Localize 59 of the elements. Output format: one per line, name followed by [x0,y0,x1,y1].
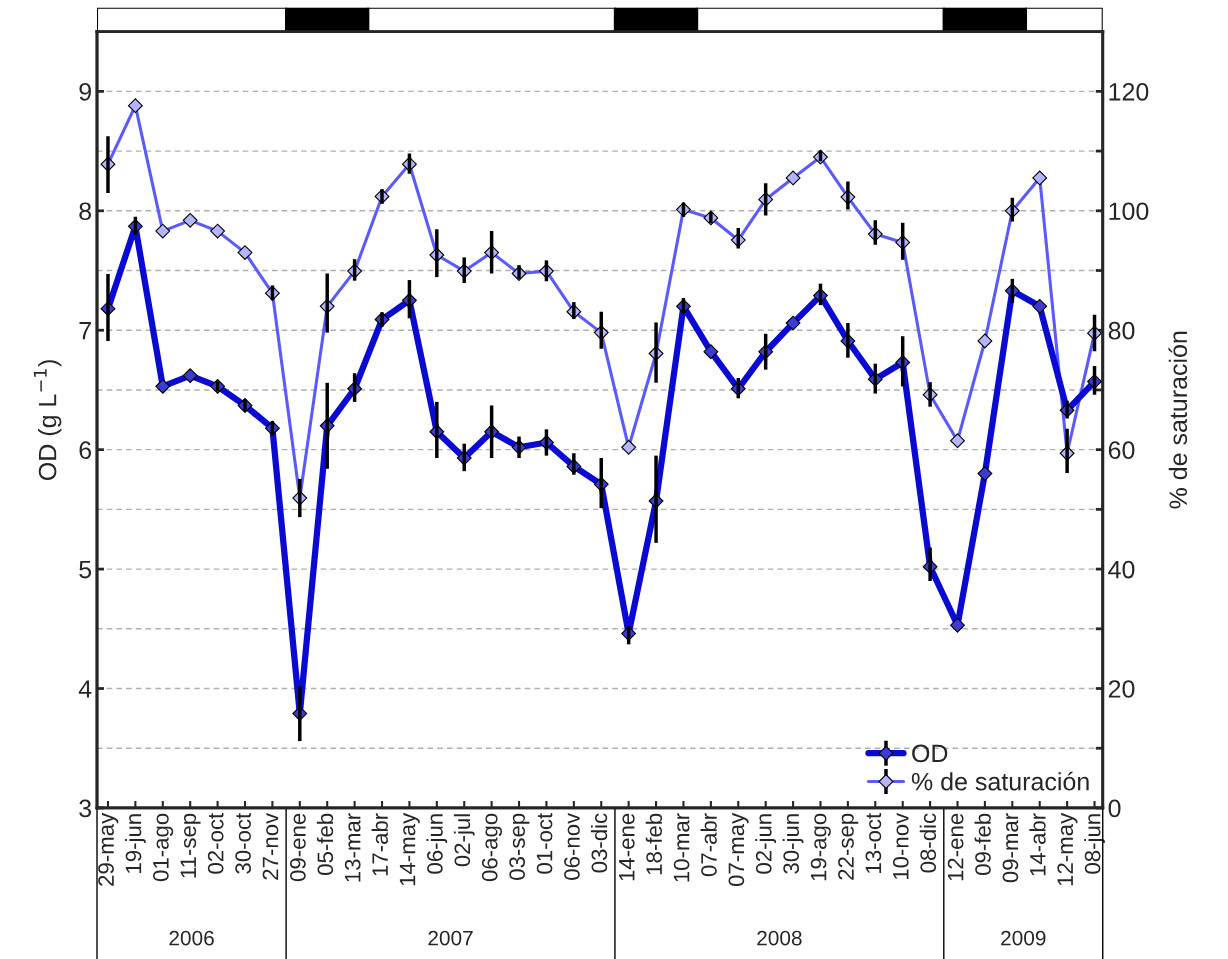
legend-label: % de saturación [911,771,1089,791]
y-tick-label: 3 [79,799,92,818]
x-tick-label: 30-jun [782,814,804,874]
x-tick-label: 22-sep [838,813,859,880]
x-tick-label: 07-may [728,812,749,887]
y2-tick-label: 40 [1108,560,1135,579]
x-tick-label: 07-abr [700,813,717,877]
y-tick-label: 6 [79,441,92,459]
y-tick-label: 4 [78,680,92,698]
x-tick-label: 10-nov [892,812,909,880]
x-tick-label: 11-sep [180,813,201,878]
x-tick-label: 14-ene [619,813,635,881]
y2-tick-label: 0 [1108,799,1121,818]
text: 2008 [757,930,802,946]
x-tick-label: 30-oct [235,812,251,874]
x-tick-label: 12-ene [947,813,964,881]
text: 2007 [428,930,473,946]
x-tick-label: 09-mar [1002,813,1019,883]
x-tick-label: 06-ago [481,813,502,882]
y-axis-title: OD (g L$^{−1}$) [33,360,62,480]
x-tick-label: 01-oct [536,812,553,874]
x-tick-label: 19-jun [125,814,146,873]
x-tick-label: 06-nov [564,812,580,880]
x-tick-label: 02-jun [755,814,777,874]
y2-tick-label: 60 [1108,441,1135,459]
x-tick-label: 13-mar [344,813,361,882]
x-tick-label: 02-jul [453,814,475,867]
y-tick-label: 5 [79,560,92,579]
y2-tick-label: 80 [1108,321,1135,340]
y-tick-label: 9 [79,82,91,101]
x-tick-label: 13-oct [865,812,882,873]
y2-axis-title: % de saturación [1168,331,1188,509]
y-tick-label: 7 [79,322,91,340]
text: 2009 [1001,930,1046,946]
x-tick-label: 14-may [399,812,420,886]
y2-tick-label: 120 [1109,82,1149,101]
x-tick-label: 08-jun [1084,814,1105,874]
x-tick-label: 14-abr [1029,813,1046,876]
x-tick-label: 17-abr [371,813,388,876]
y2-tick-label: 100 [1109,202,1149,221]
legend-label: OD [912,744,948,763]
x-tick-label: 27-nov [262,812,279,880]
x-tick-label: 01-ago [153,813,174,882]
text: 2006 [169,930,214,946]
x-tick-label: 10-mar [673,813,690,882]
x-tick-label: 12-may [1057,812,1078,886]
x-tick-label: 06-jun [426,814,448,874]
x-tick-label: 08-dic [919,813,937,873]
x-tick-label: 18-feb [645,813,663,875]
x-tick-label: 29-may [98,812,119,886]
x-tick-label: 09-feb [974,813,991,875]
x-tick-label: 03-dic [590,813,608,873]
x-tick-label: 19-ago [810,813,831,881]
x-tick-label: 03-sep [509,813,530,880]
x-tick-label: 09-ene [290,813,306,882]
x-tick-label: 05-feb [316,813,334,875]
x-tick-label: 02-oct [207,812,224,874]
y2-tick-label: 20 [1108,680,1135,698]
y-tick-label: 8 [79,202,92,221]
